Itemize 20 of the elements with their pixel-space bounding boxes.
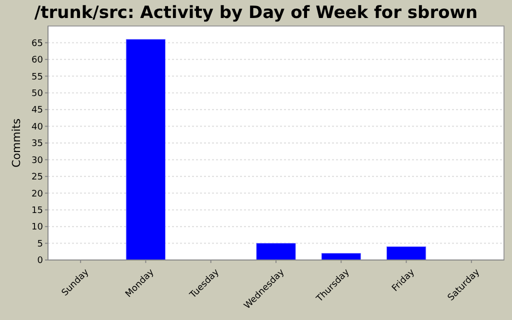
y-tick-label: 40 [32,122,44,132]
y-tick-label: 55 [32,72,43,82]
y-tick-label: 20 [32,189,44,200]
y-tick-label: 15 [32,206,43,216]
bar [321,253,361,260]
y-tick-label: 0 [37,256,44,266]
y-tick-label: 5 [37,239,43,250]
bar [126,39,166,260]
y-tick-label: 50 [32,89,44,100]
y-tick-label: 10 [32,222,44,233]
y-tick-label: 45 [32,106,43,116]
y-tick-label: 35 [32,139,43,150]
bar [256,243,296,260]
bar [386,246,426,260]
y-tick-label: 65 [32,38,43,49]
y-tick-label: 25 [32,172,43,183]
y-tick-label: 30 [32,156,44,166]
y-axis-title: Commits [10,118,23,168]
chart-title: /trunk/src: Activity by Day of Week for sbrown [34,3,478,23]
y-tick-label: 60 [32,56,44,66]
